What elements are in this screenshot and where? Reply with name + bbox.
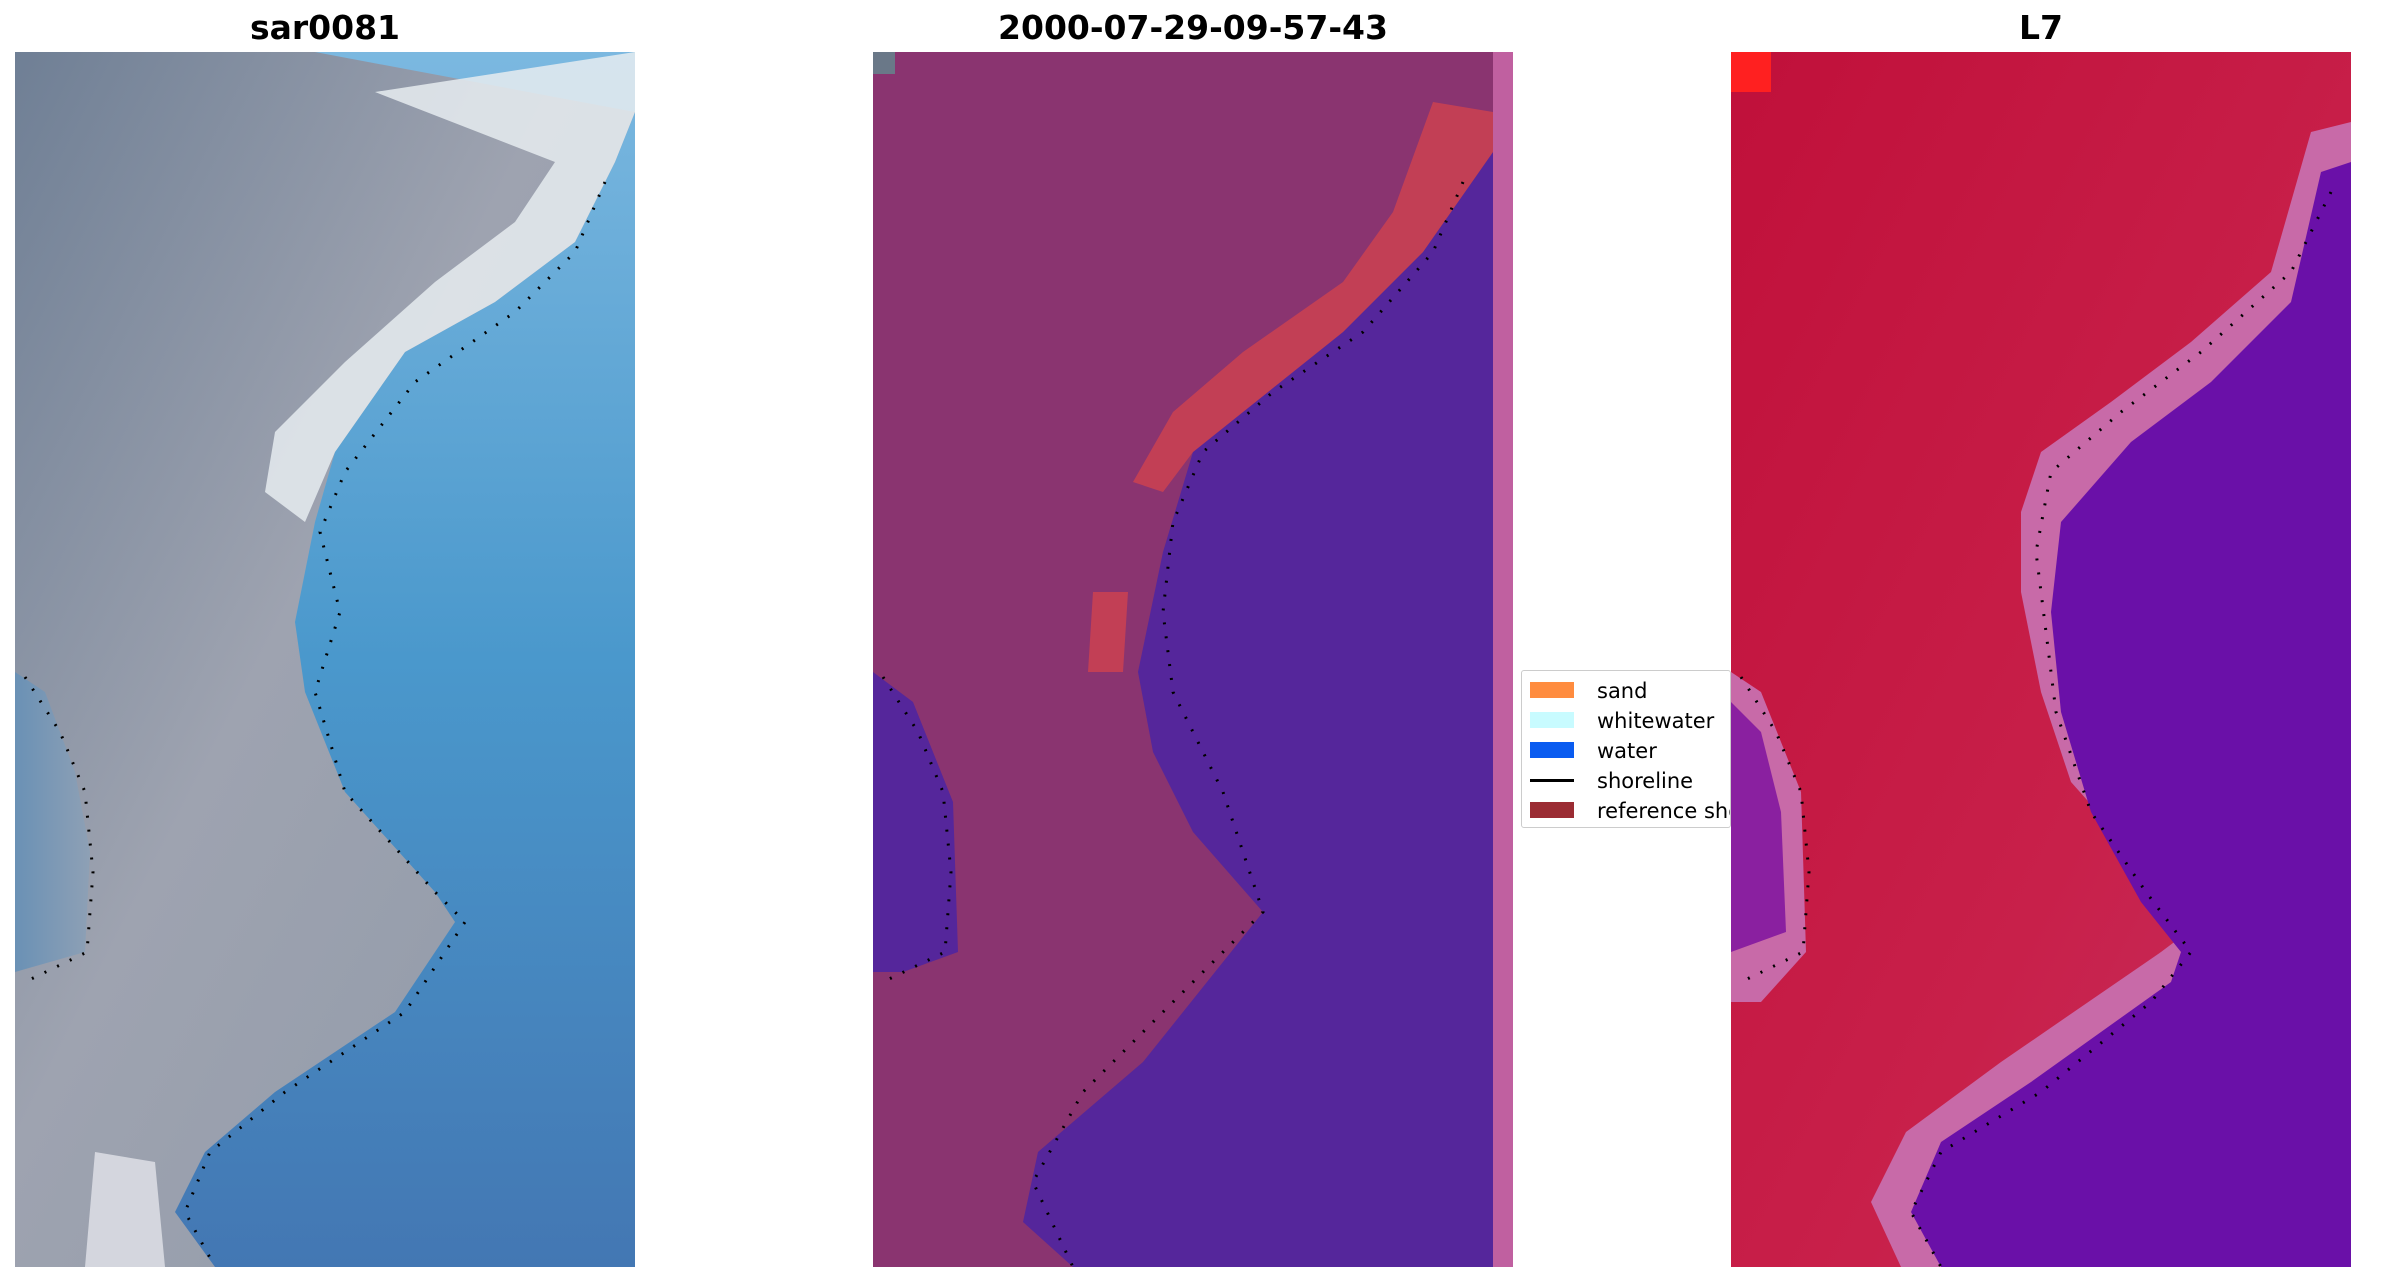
classified-reference-patch <box>1088 592 1128 672</box>
rgb-image <box>15 52 635 1267</box>
legend-swatch-reference-shoreline <box>1530 802 1574 818</box>
classified-edge-strip <box>1493 52 1513 1267</box>
legend-label-reference-shoreline: reference shoreline <box>1597 799 1730 823</box>
ndwi-corner-pixel <box>1731 52 1771 92</box>
legend-label-whitewater: whitewater <box>1597 709 1715 733</box>
classified-image-panel <box>873 52 1513 1267</box>
classified-left-water <box>873 672 958 972</box>
panel-title-date: 2000-07-29-09-57-43 <box>998 8 1388 47</box>
rgb-whitewater-patch <box>85 1152 165 1267</box>
rgb-ocean-region <box>175 52 635 1267</box>
legend-label-water: water <box>1597 739 1657 763</box>
legend: sand whitewater water shoreline referenc… <box>1521 670 1731 828</box>
rgb-image-panel <box>15 52 635 1267</box>
rgb-whitewater-region <box>265 52 635 522</box>
classified-ocean-region <box>1023 152 1493 1267</box>
panel-title-satellite: L7 <box>2019 8 2063 47</box>
legend-label-shoreline: shoreline <box>1597 769 1694 793</box>
legend-line-shoreline <box>1530 779 1574 782</box>
ndwi-image <box>1731 52 2351 1267</box>
classified-reference-shoreline <box>1133 102 1493 492</box>
panel-title-rgb: sar0081 <box>249 8 401 47</box>
legend-swatch-water <box>1530 742 1574 758</box>
rgb-left-water <box>15 672 90 972</box>
ndwi-image-panel <box>1731 52 2351 1267</box>
classified-image <box>873 52 1513 1267</box>
legend-swatch-sand <box>1530 682 1574 698</box>
classified-shoreline <box>1031 181 1465 1267</box>
legend-label-sand: sand <box>1597 679 1648 703</box>
legend-swatch-whitewater <box>1530 712 1574 728</box>
ndwi-ocean-region <box>1911 162 2351 1267</box>
classified-corner-pixel <box>873 52 895 74</box>
ndwi-left-water <box>1731 702 1786 952</box>
